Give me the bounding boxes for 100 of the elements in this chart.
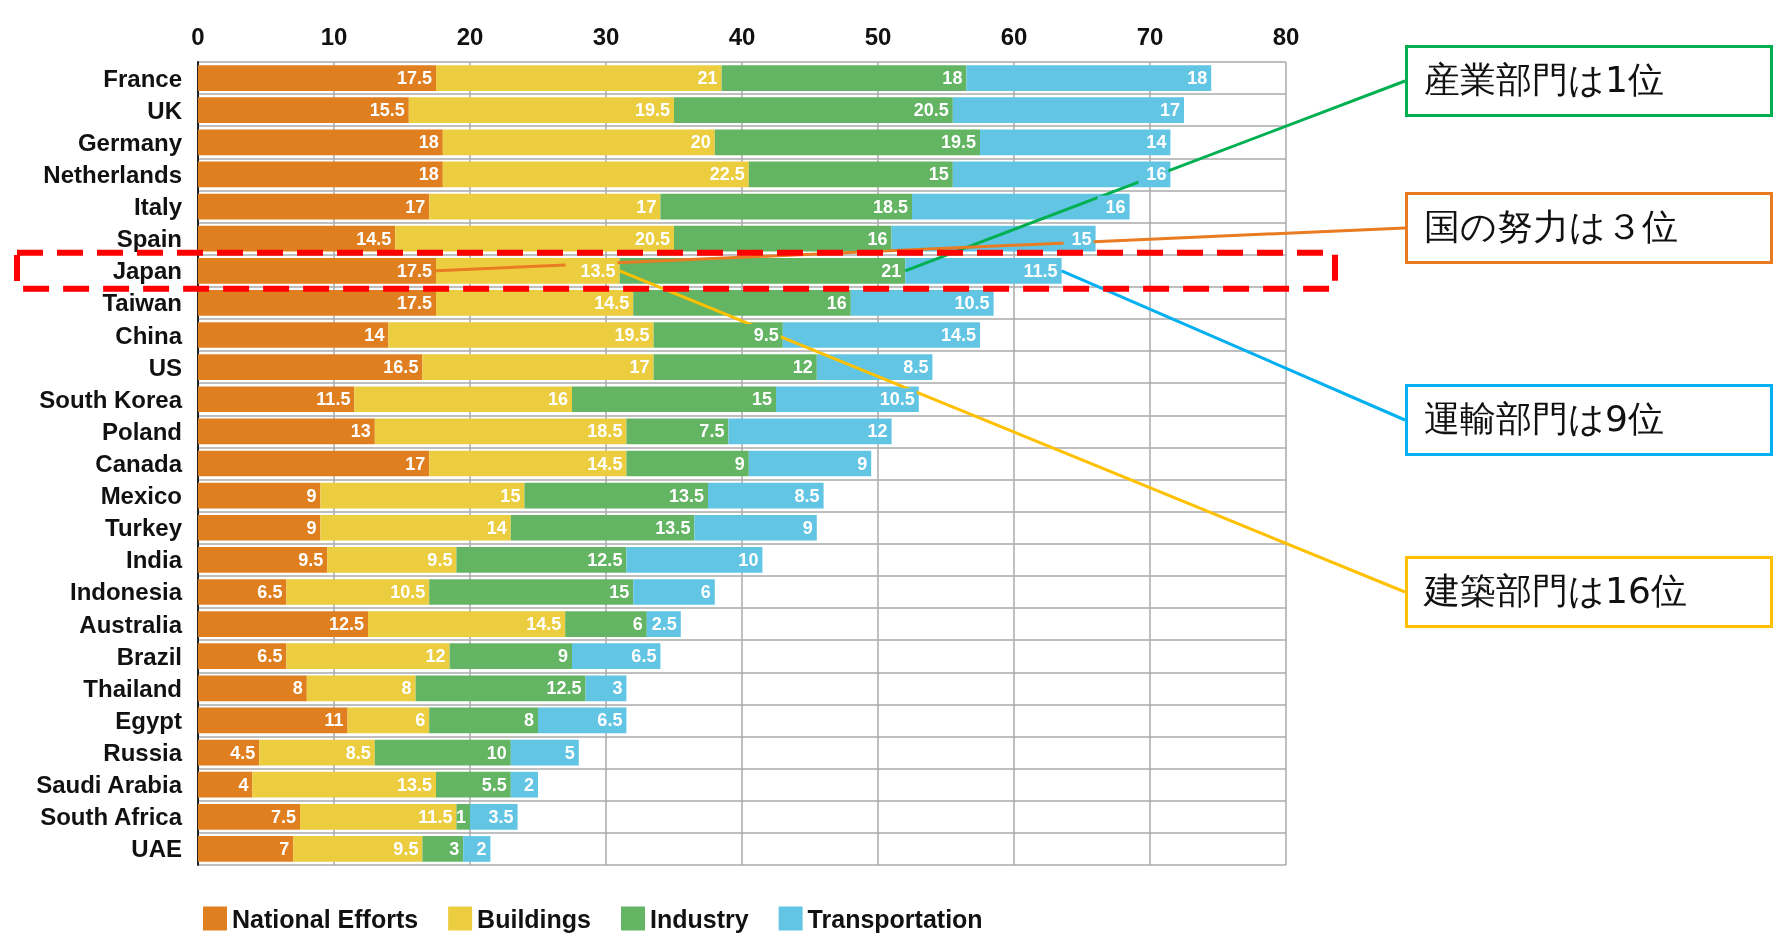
data-label: 8.5: [903, 357, 929, 378]
data-label: 14.5: [356, 228, 392, 249]
bar: [980, 129, 1171, 156]
data-label: 15.5: [369, 100, 405, 121]
data-label: 6: [632, 614, 643, 635]
bar: [952, 97, 1184, 124]
data-label: 9: [857, 453, 868, 474]
bar: [694, 514, 817, 541]
bar: [456, 547, 627, 573]
data-label: 20.5: [913, 100, 949, 121]
bar: [626, 450, 749, 477]
bar: [708, 482, 824, 509]
bar: [442, 161, 749, 188]
data-label: 13.5: [396, 774, 432, 795]
x-tick-label: 50: [864, 22, 892, 50]
data-label: 16.5: [383, 357, 419, 378]
data-label: 17: [1159, 100, 1180, 121]
bar: [198, 225, 396, 252]
data-label: 12: [792, 357, 813, 378]
data-label: 15: [1071, 228, 1092, 249]
data-label: 8: [401, 678, 412, 699]
bar: [776, 386, 919, 413]
data-label: 6: [700, 581, 711, 602]
y-tick-label: South Korea: [39, 385, 183, 413]
legend-label: Transportation: [807, 904, 983, 933]
data-label: 6.5: [257, 581, 283, 602]
data-label: 11.5: [418, 806, 453, 827]
bar: [286, 643, 450, 670]
y-tick-label: India: [125, 546, 183, 574]
data-label: 15: [500, 485, 521, 506]
bar: [395, 225, 674, 252]
data-label: 7: [279, 838, 290, 859]
data-label: 3: [612, 678, 623, 699]
bar: [198, 611, 368, 637]
bar: [436, 290, 634, 316]
bar: [585, 675, 627, 702]
bar: [524, 482, 708, 509]
x-tick-label: 60: [1000, 22, 1028, 50]
legend-label: Buildings: [477, 904, 592, 933]
data-label: 10: [486, 742, 507, 763]
data-label: 3.5: [488, 806, 514, 827]
bar: [728, 418, 892, 445]
data-label: 9.5: [393, 838, 419, 859]
data-label: 14: [486, 517, 507, 538]
y-tick-label: Egypt: [115, 706, 182, 734]
data-label: 13.5: [668, 485, 704, 506]
bar: [198, 322, 389, 348]
data-label: 8: [292, 678, 303, 699]
bar: [436, 771, 511, 798]
data-label: 18.5: [872, 196, 908, 217]
data-label: 10.5: [879, 389, 915, 410]
data-label: 19.5: [940, 132, 976, 153]
data-label: 12.5: [546, 678, 582, 699]
data-label: 16: [826, 292, 847, 313]
bar: [415, 675, 586, 702]
bar: [252, 771, 436, 798]
bar: [782, 322, 980, 348]
bar: [572, 386, 776, 413]
data-label: 17.5: [396, 68, 432, 89]
bar: [436, 65, 722, 91]
data-label: 17: [405, 196, 426, 217]
annotation: 建築部門は16位: [1405, 556, 1773, 628]
bar: [198, 482, 321, 509]
bar: [674, 225, 892, 252]
data-label: 18: [1187, 68, 1208, 89]
data-label: 6.5: [631, 646, 657, 667]
data-label: 6.5: [257, 646, 283, 667]
data-label: 21: [881, 260, 902, 281]
bar: [714, 129, 980, 156]
bar: [653, 354, 817, 380]
data-label: 15: [609, 581, 630, 602]
x-tick-label: 10: [320, 22, 348, 50]
y-tick-label: UAE: [131, 835, 182, 863]
y-tick-label: Saudi Arabia: [36, 771, 183, 799]
bar: [293, 836, 423, 862]
bar: [374, 418, 627, 445]
y-tick-label: Indonesia: [69, 578, 183, 606]
data-label: 6.5: [597, 710, 623, 731]
data-label: 17.5: [396, 292, 432, 313]
data-label: 18.5: [587, 421, 623, 442]
data-label: 2: [476, 838, 487, 859]
bar: [198, 161, 443, 188]
y-tick-label: Turkey: [105, 514, 183, 542]
bar: [429, 579, 634, 605]
annotation: 産業部門は1位: [1405, 45, 1773, 117]
data-label: 15: [928, 164, 949, 185]
bar: [198, 290, 436, 316]
data-label: 11.5: [1023, 260, 1058, 281]
bar: [198, 97, 409, 124]
bar: [198, 707, 348, 734]
y-tick-label: Italy: [133, 193, 183, 221]
data-label: 2.5: [651, 614, 677, 635]
y-tick-label: Japan: [112, 257, 182, 285]
bar: [327, 547, 457, 573]
bar: [653, 322, 783, 348]
bar: [565, 611, 647, 637]
bar: [198, 65, 436, 91]
data-label: 3: [449, 838, 460, 859]
data-label: 14.5: [594, 292, 630, 313]
bar: [198, 354, 423, 380]
